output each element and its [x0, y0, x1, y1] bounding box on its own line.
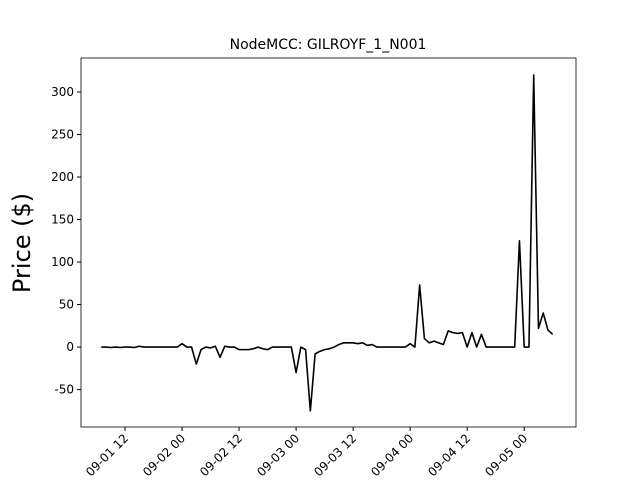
y-axis-label: Price ($): [8, 193, 36, 293]
y-tick-label: 0: [66, 340, 74, 354]
y-tick-label: 300: [51, 85, 74, 99]
chart-title: NodeMCC: GILROYF_1_N001: [230, 37, 427, 53]
price-line: [101, 74, 554, 412]
y-tick-label: -50: [54, 383, 74, 397]
y-tick-label: 100: [51, 255, 74, 269]
y-tick-label: 150: [51, 213, 74, 227]
y-tick-label: 200: [51, 170, 74, 184]
y-tick-label: 250: [51, 128, 74, 142]
y-tick-label: 50: [59, 298, 74, 312]
plot-frame: [80, 57, 577, 428]
